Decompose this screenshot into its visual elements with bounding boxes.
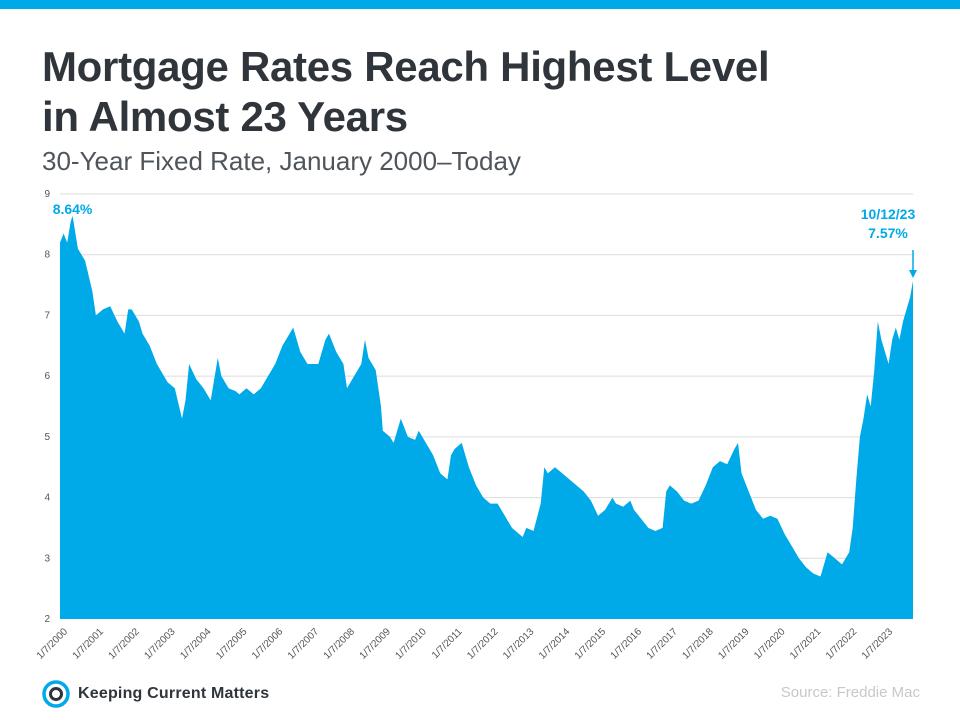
x-tick-label: 1/7/2003: [142, 626, 178, 662]
x-tick-label: 1/7/2008: [322, 626, 358, 662]
x-tick-label: 1/7/2000: [35, 626, 71, 662]
y-tick-label: 8: [44, 250, 50, 261]
y-tick-label: 9: [44, 189, 50, 200]
latest-annotation-date: 10/12/23: [861, 206, 916, 222]
x-tick-label: 1/7/2020: [752, 626, 788, 662]
rate-area: [60, 215, 913, 619]
chart-subtitle: 30-Year Fixed Rate, January 2000–Today: [42, 146, 521, 176]
x-tick-label: 1/7/2002: [107, 626, 143, 662]
x-tick-label: 1/7/2011: [430, 626, 465, 661]
x-tick-label: 1/7/2013: [501, 626, 537, 662]
y-tick-label: 3: [44, 553, 50, 564]
x-tick-label: 1/7/2009: [358, 626, 394, 662]
title-line-2: in Almost 23 Years: [42, 93, 408, 140]
title-line-1: Mortgage Rates Reach Highest Level: [42, 43, 770, 90]
y-tick-label: 2: [44, 614, 50, 625]
y-tick-label: 5: [44, 432, 50, 443]
x-tick-label: 1/7/2021: [788, 626, 824, 662]
x-tick-label: 1/7/2005: [214, 626, 250, 662]
x-tick-label: 1/7/2017: [645, 626, 681, 662]
x-tick-label: 1/7/2014: [537, 626, 573, 662]
annotations: 8.64% 10/12/23 7.57%: [53, 201, 917, 278]
y-tick-label: 6: [44, 371, 50, 382]
x-tick-label: 1/7/2001: [71, 626, 107, 662]
annotation-arrow-head: [909, 270, 917, 278]
x-tick-label: 1/7/2018: [680, 626, 716, 662]
page-title: Mortgage Rates Reach Highest Level in Al…: [42, 42, 770, 142]
kcm-logo-icon: [42, 680, 70, 708]
x-axis-ticks: 1/7/2000 1/7/2001 1/7/2002 1/7/2003 1/7/2004…: [35, 626, 896, 662]
x-tick-label: 1/7/2019: [716, 626, 752, 662]
x-tick-label: 1/7/2006: [250, 626, 286, 662]
peak-annotation-label: 8.64%: [53, 201, 93, 217]
x-tick-label: 1/7/2004: [178, 626, 214, 662]
kcm-logo: Keeping Current Matters: [42, 680, 269, 708]
latest-annotation-value: 7.57%: [868, 225, 908, 241]
x-tick-label: 1/7/2022: [824, 626, 860, 662]
y-tick-label: 7: [44, 310, 50, 321]
kcm-logo-text: Keeping Current Matters: [78, 685, 270, 702]
x-tick-label: 1/7/2023: [860, 626, 896, 662]
source-credit: Source: Freddie Mac: [780, 684, 920, 701]
x-tick-label: 1/7/2015: [573, 626, 609, 662]
x-tick-label: 1/7/2012: [465, 626, 501, 662]
top-accent-bar: [0, 0, 960, 9]
y-axis-ticks: 2 3 4 5 6 7 8 9: [44, 189, 50, 625]
x-tick-label: 1/7/2016: [609, 626, 645, 662]
x-tick-label: 1/7/2007: [286, 626, 322, 662]
x-tick-label: 1/7/2010: [394, 626, 430, 662]
y-tick-label: 4: [44, 493, 50, 504]
